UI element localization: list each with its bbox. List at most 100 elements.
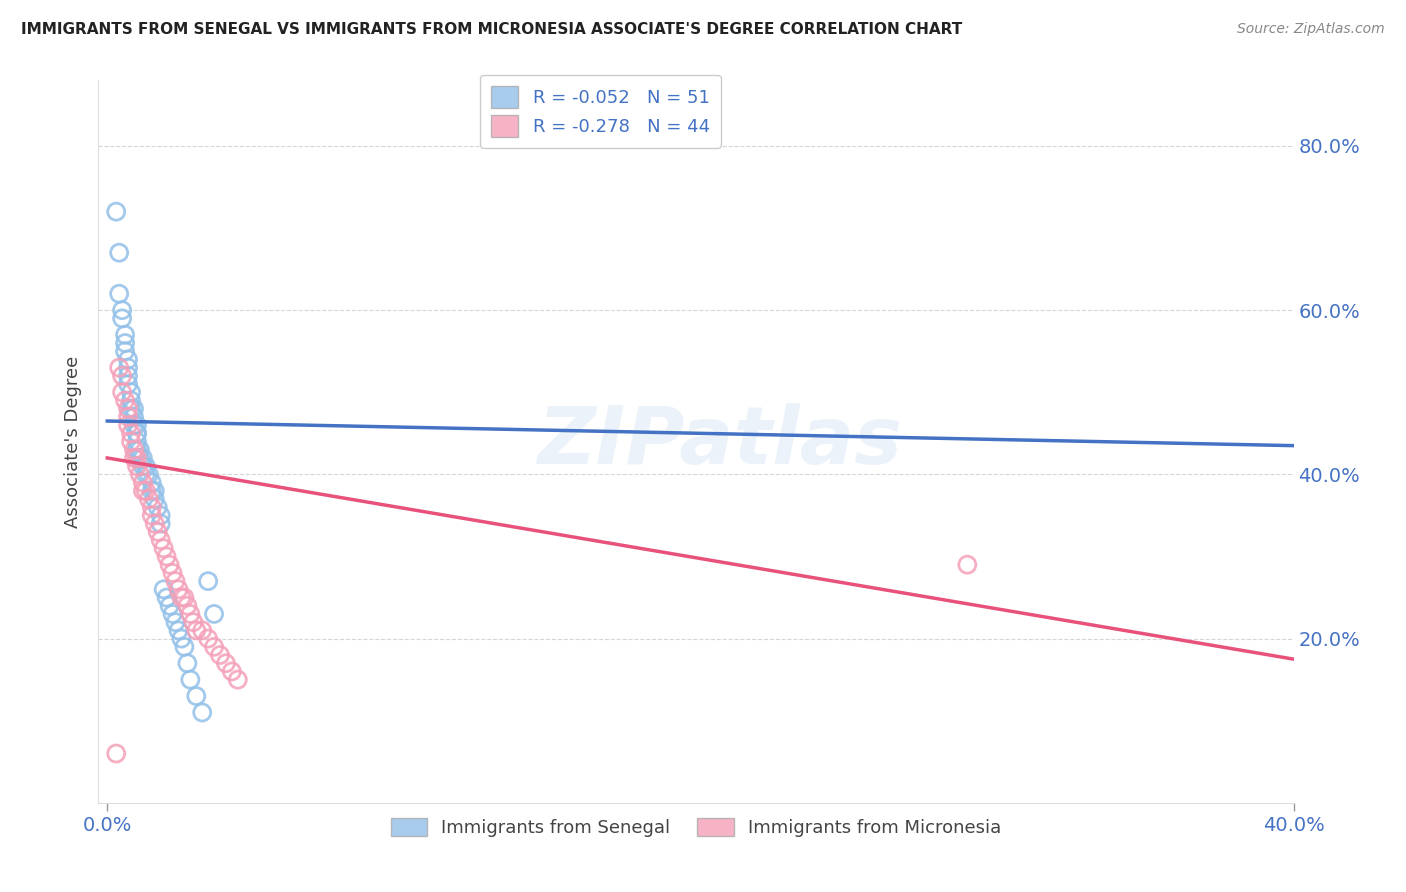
- Point: [202, 640, 225, 654]
- Point: [117, 401, 139, 416]
- Point: [105, 204, 128, 219]
- Point: [111, 303, 134, 318]
- Point: [186, 624, 208, 638]
- Point: [170, 632, 193, 646]
- Point: [120, 393, 142, 408]
- Point: [122, 409, 145, 424]
- Point: [117, 377, 139, 392]
- Point: [117, 409, 139, 424]
- Point: [120, 426, 142, 441]
- Point: [143, 516, 166, 531]
- Point: [143, 491, 166, 506]
- Point: [129, 450, 152, 465]
- Point: [141, 500, 163, 515]
- Point: [129, 467, 152, 482]
- Point: [132, 459, 155, 474]
- Point: [191, 706, 214, 720]
- Point: [208, 648, 231, 662]
- Point: [165, 615, 187, 630]
- Point: [120, 401, 142, 416]
- Point: [117, 352, 139, 367]
- Point: [132, 450, 155, 465]
- Point: [202, 607, 225, 621]
- Point: [125, 426, 148, 441]
- Point: [149, 516, 172, 531]
- Y-axis label: Associate's Degree: Associate's Degree: [65, 355, 83, 528]
- Text: ZIPatlas: ZIPatlas: [537, 402, 903, 481]
- Point: [162, 566, 184, 580]
- Point: [186, 689, 208, 703]
- Point: [125, 450, 148, 465]
- Point: [125, 426, 148, 441]
- Point: [135, 459, 157, 474]
- Point: [176, 657, 198, 671]
- Point: [956, 558, 979, 572]
- Point: [111, 368, 134, 383]
- Point: [146, 500, 169, 515]
- Point: [173, 640, 195, 654]
- Point: [114, 327, 136, 342]
- Point: [141, 483, 163, 498]
- Point: [120, 434, 142, 449]
- Point: [165, 574, 187, 588]
- Point: [143, 483, 166, 498]
- Point: [159, 599, 181, 613]
- Point: [132, 475, 155, 490]
- Point: [108, 245, 131, 260]
- Point: [197, 632, 219, 646]
- Point: [117, 368, 139, 383]
- Point: [122, 401, 145, 416]
- Point: [132, 483, 155, 498]
- Point: [179, 607, 201, 621]
- Point: [135, 483, 157, 498]
- Point: [146, 524, 169, 539]
- Point: [141, 475, 163, 490]
- Point: [170, 591, 193, 605]
- Point: [122, 418, 145, 433]
- Point: [138, 491, 160, 506]
- Point: [167, 582, 190, 597]
- Point: [114, 336, 136, 351]
- Point: [162, 607, 184, 621]
- Point: [197, 574, 219, 588]
- Point: [125, 418, 148, 433]
- Point: [179, 673, 201, 687]
- Point: [122, 450, 145, 465]
- Point: [114, 393, 136, 408]
- Text: IMMIGRANTS FROM SENEGAL VS IMMIGRANTS FROM MICRONESIA ASSOCIATE'S DEGREE CORRELA: IMMIGRANTS FROM SENEGAL VS IMMIGRANTS FR…: [21, 22, 962, 37]
- Point: [149, 533, 172, 547]
- Point: [149, 508, 172, 523]
- Point: [129, 442, 152, 457]
- Point: [156, 549, 179, 564]
- Point: [141, 508, 163, 523]
- Point: [191, 624, 214, 638]
- Point: [159, 558, 181, 572]
- Point: [156, 591, 179, 605]
- Text: Source: ZipAtlas.com: Source: ZipAtlas.com: [1237, 22, 1385, 37]
- Point: [117, 360, 139, 375]
- Point: [117, 418, 139, 433]
- Point: [111, 385, 134, 400]
- Point: [114, 344, 136, 359]
- Point: [181, 615, 204, 630]
- Point: [173, 591, 195, 605]
- Point: [125, 434, 148, 449]
- Point: [108, 360, 131, 375]
- Point: [122, 442, 145, 457]
- Point: [138, 467, 160, 482]
- Point: [152, 582, 174, 597]
- Point: [105, 747, 128, 761]
- Point: [215, 657, 238, 671]
- Point: [221, 665, 243, 679]
- Point: [120, 385, 142, 400]
- Legend: Immigrants from Senegal, Immigrants from Micronesia: Immigrants from Senegal, Immigrants from…: [384, 811, 1008, 845]
- Point: [135, 467, 157, 482]
- Point: [125, 459, 148, 474]
- Point: [176, 599, 198, 613]
- Point: [125, 442, 148, 457]
- Point: [152, 541, 174, 556]
- Point: [167, 624, 190, 638]
- Point: [108, 286, 131, 301]
- Point: [226, 673, 249, 687]
- Point: [111, 311, 134, 326]
